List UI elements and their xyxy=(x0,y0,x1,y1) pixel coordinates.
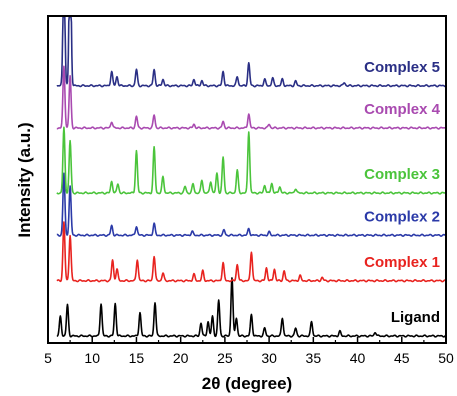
series-label-complex-1: Complex 1 xyxy=(364,254,440,271)
trace-complex-4 xyxy=(56,65,447,130)
x-tick-label-40: 40 xyxy=(350,350,366,366)
x-tick-label-30: 30 xyxy=(261,350,277,366)
series-label-group: Ligand Complex 1 Complex 2 Complex 3 Complex… xyxy=(364,59,441,326)
trace-complex-3 xyxy=(56,126,447,195)
x-axis-ticks: 5 10 15 20 25 30 35 40 45 50 xyxy=(44,337,454,366)
series-label-ligand: Ligand xyxy=(391,309,440,326)
trace-complex-5 xyxy=(56,16,447,88)
x-tick-label-10: 10 xyxy=(84,350,100,366)
series-label-complex-4: Complex 4 xyxy=(364,101,441,118)
trace-ligand xyxy=(56,277,447,338)
x-axis-title: 2θ (degree) xyxy=(202,374,292,393)
x-tick-label-50: 50 xyxy=(438,350,454,366)
x-tick-label-5: 5 xyxy=(44,350,52,366)
series-label-complex-2: Complex 2 xyxy=(364,208,440,225)
trace-complex-1 xyxy=(56,221,447,283)
x-tick-label-45: 45 xyxy=(394,350,410,366)
x-tick-label-15: 15 xyxy=(129,350,145,366)
y-axis-title: Intensity (a.u.) xyxy=(15,122,34,237)
series-label-complex-5: Complex 5 xyxy=(364,59,440,76)
x-tick-label-35: 35 xyxy=(306,350,322,366)
series-label-complex-3: Complex 3 xyxy=(364,166,440,183)
x-tick-label-25: 25 xyxy=(217,350,233,366)
x-tick-label-20: 20 xyxy=(173,350,189,366)
trace-group xyxy=(56,16,447,338)
trace-complex-2 xyxy=(56,172,447,237)
